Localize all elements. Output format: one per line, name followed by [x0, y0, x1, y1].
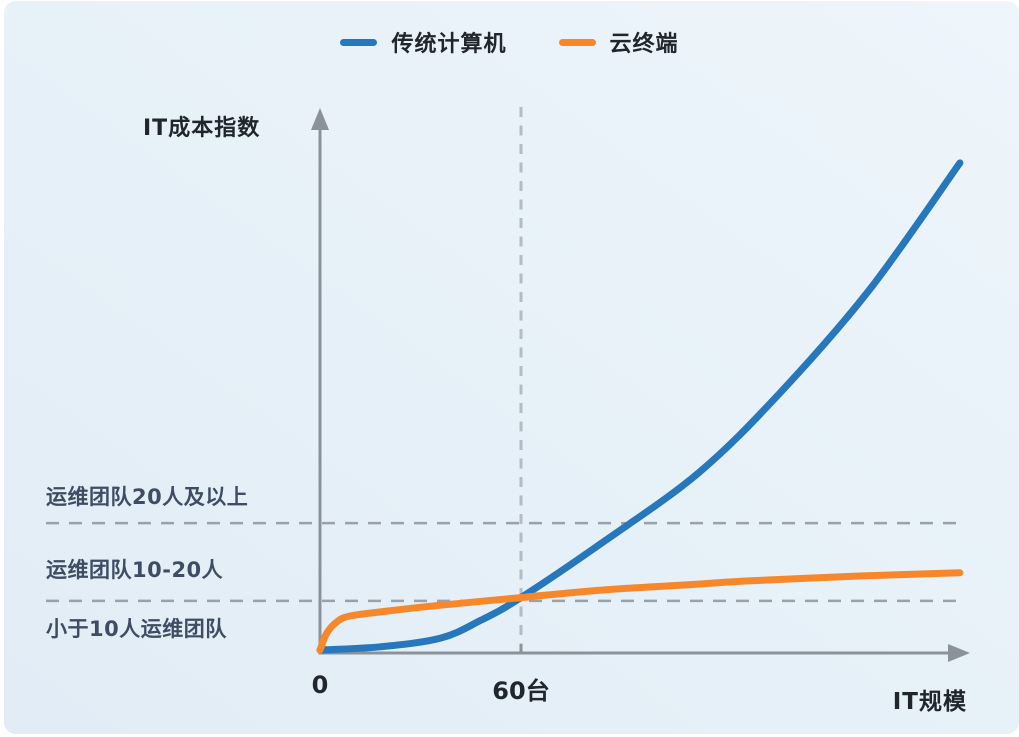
band-label-team-10-20: 运维团队10-20人 [46, 558, 224, 582]
legend-label-traditional: 传统计算机 [391, 32, 507, 57]
x-axis-arrow-icon [948, 644, 970, 662]
y-axis-arrow-icon [311, 108, 329, 130]
legend-swatch-cloud-icon [558, 38, 596, 46]
band-label-team-under-10: 小于10人运维团队 [46, 617, 227, 642]
chart-panel [4, 1, 1019, 734]
x-tick-60: 60台 [492, 677, 550, 705]
x-axis-title: IT规模 [892, 689, 967, 715]
legend: 传统计算机 云终端 [0, 26, 1019, 58]
legend-item-traditional: 传统计算机 [340, 26, 506, 58]
x-tick-zero: 0 [311, 671, 329, 699]
legend-label-cloud: 云终端 [609, 32, 679, 57]
band-label-team-20-plus: 运维团队20人及以上 [46, 485, 249, 510]
series-curve-traditional [316, 159, 964, 654]
y-axis-title: IT成本指数 [143, 116, 261, 141]
legend-swatch-traditional-icon [340, 38, 378, 46]
legend-item-cloud: 云终端 [558, 26, 679, 58]
series-curve-cloud [316, 569, 964, 654]
